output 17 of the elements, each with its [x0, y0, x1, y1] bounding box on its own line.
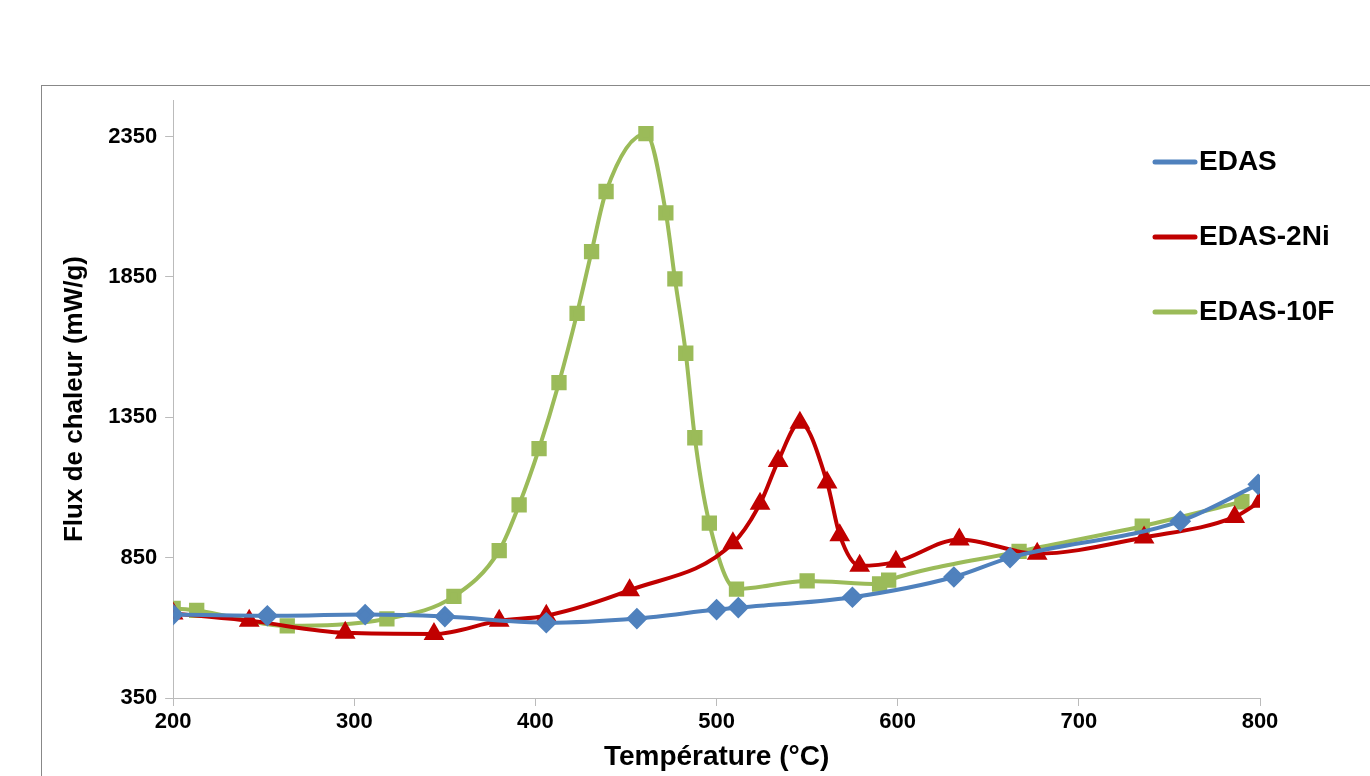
- y-tick-label: 1850: [108, 262, 158, 288]
- legend-label: EDAS-2Ni: [1199, 219, 1330, 251]
- x-tick-label: 800: [1241, 708, 1279, 734]
- legend-label: EDAS: [1199, 144, 1277, 176]
- x-tick-label: 300: [335, 708, 373, 734]
- legend-label: EDAS-10F: [1199, 294, 1335, 326]
- x-tick-label: 400: [517, 708, 554, 734]
- y-tick-label: 2350: [108, 122, 158, 148]
- y-tick-label: 1350: [108, 403, 158, 429]
- y-tick-label: 850: [120, 543, 158, 569]
- x-tick-label: 200: [154, 708, 192, 734]
- x-axis-title: Température (°C): [603, 739, 830, 771]
- y-axis-title: Flux de chaleur (mW/g): [57, 255, 88, 543]
- y-tick-label: 350: [120, 684, 158, 710]
- x-tick-label: 600: [879, 708, 917, 734]
- x-tick-label: 500: [698, 708, 735, 734]
- x-tick-label: 700: [1060, 708, 1098, 734]
